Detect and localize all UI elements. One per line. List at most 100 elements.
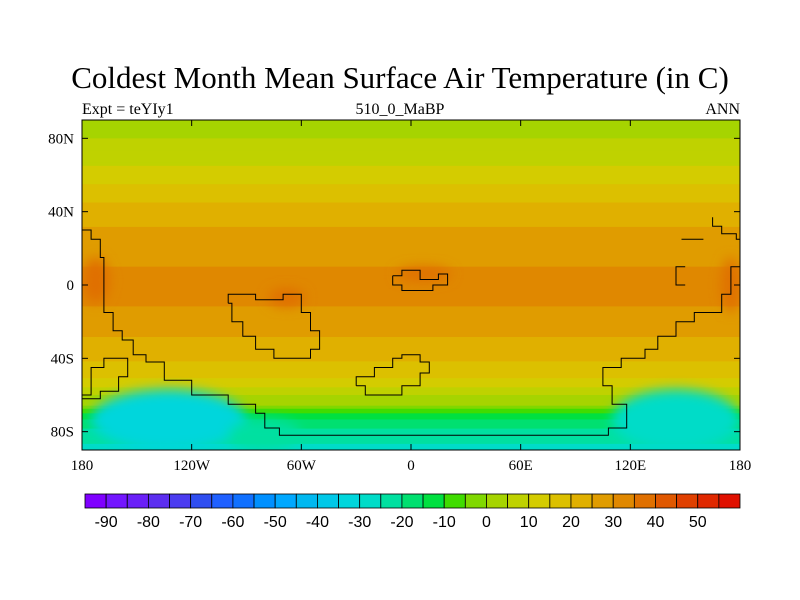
temperature-band <box>82 288 740 292</box>
x-tick-label: 120W <box>173 458 211 474</box>
temperature-band <box>82 199 740 204</box>
temperature-band <box>82 396 740 399</box>
temperature-band <box>82 373 740 378</box>
warm-anomaly <box>82 257 110 304</box>
temperature-band <box>82 168 740 173</box>
colorbar-swatch <box>633 493 656 509</box>
temperature-band <box>82 381 740 384</box>
temperature-band <box>82 352 740 356</box>
temperature-band <box>82 291 740 295</box>
temperature-band <box>82 330 740 335</box>
temperature-band <box>82 278 740 283</box>
colorbar-label: -80 <box>137 514 160 531</box>
colorbar-swatch <box>274 493 297 509</box>
colorbar-swatch <box>570 493 593 509</box>
colorbar-label: 10 <box>520 514 538 531</box>
cold-anomaly <box>228 418 302 450</box>
temperature-band <box>82 402 740 405</box>
coastline <box>392 269 449 291</box>
colorbar-swatch <box>359 493 382 509</box>
colorbar-swatch <box>126 493 149 509</box>
temperature-band <box>82 340 740 344</box>
x-tick-label: 180 <box>729 458 752 474</box>
temperature-band <box>82 257 740 262</box>
x-tick-label: 180 <box>71 458 94 474</box>
temperature-band <box>82 303 740 307</box>
temperature-band <box>82 367 740 372</box>
temperature-band <box>82 312 740 317</box>
temperature-band <box>82 248 740 252</box>
colorbar-swatch <box>169 493 192 509</box>
coastline <box>712 217 740 240</box>
temperature-band <box>82 401 740 404</box>
temperature-band <box>82 126 740 130</box>
temperature-band <box>82 129 740 133</box>
coastline <box>675 266 686 286</box>
colorbar-label: -90 <box>95 514 118 531</box>
colorbar-swatch <box>486 493 508 509</box>
x-tick-label: 120E <box>614 458 646 474</box>
colorbar-label: -50 <box>264 514 287 531</box>
cold-anomaly <box>91 389 247 450</box>
temperature-band <box>82 327 740 332</box>
temperature-band <box>82 294 740 298</box>
temperature-band <box>82 333 740 338</box>
experiment-label: Expt = teYIy1 <box>82 101 174 118</box>
temperature-band <box>82 408 740 411</box>
temperature-band <box>82 132 740 136</box>
temperature-band <box>82 410 740 413</box>
temperature-band <box>82 395 740 398</box>
colorbar-swatch <box>718 493 741 509</box>
colorbar-swatch <box>528 493 551 509</box>
temperature-band <box>82 324 740 329</box>
temperature-band <box>82 437 740 442</box>
colorbar-swatch <box>105 493 128 509</box>
colorbar-label: -40 <box>306 514 329 531</box>
colorbar-label: -30 <box>348 514 371 531</box>
axes: 180 120W 60W 0 60E 120E 180 80N 40N 0 40S 80S <box>48 120 751 474</box>
temperature-band <box>82 405 740 408</box>
temperature-band <box>82 306 740 311</box>
temperature-band <box>82 175 740 179</box>
x-tick-label: 0 <box>407 458 415 474</box>
temperature-band <box>82 361 740 366</box>
temperature-band <box>82 220 740 225</box>
temperature-band <box>82 390 740 393</box>
temperature-band <box>82 398 740 401</box>
colorbar-label: -60 <box>221 514 244 531</box>
y-tick-label: 80N <box>48 131 74 147</box>
temperature-band <box>82 165 740 170</box>
colorbar-swatch <box>422 493 445 509</box>
temperature-band <box>82 153 740 158</box>
warm-anomaly <box>268 288 305 308</box>
temperature-band <box>82 156 740 161</box>
colorbar-swatch <box>295 493 318 509</box>
temperature-band <box>82 391 740 395</box>
colorbar-label: -70 <box>179 514 202 531</box>
temperature-band <box>82 281 740 286</box>
temperature-band <box>82 190 740 194</box>
temperature-band <box>82 171 740 176</box>
coastline <box>355 354 430 396</box>
temperature-band <box>82 236 740 240</box>
temperature-band <box>82 440 740 445</box>
temperature-band <box>82 193 740 197</box>
y-tick-label: 80S <box>51 425 74 441</box>
temperature-band <box>82 138 740 142</box>
x-tick-label: 60E <box>509 458 533 474</box>
temperature-band <box>82 223 740 228</box>
coastline <box>82 357 129 400</box>
temperature-band <box>82 346 740 350</box>
colorbar-label: -10 <box>433 514 456 531</box>
temperature-band <box>82 159 740 164</box>
colorbar-swatch <box>232 493 255 509</box>
y-tick-label: 40S <box>51 351 74 367</box>
y-tick-label: 40N <box>48 205 74 221</box>
temperature-band <box>82 230 740 234</box>
temperature-band <box>82 141 740 146</box>
colorbar-swatch <box>676 493 699 509</box>
temperature-band <box>82 434 740 439</box>
temperature-band <box>82 181 740 185</box>
temperature-band <box>82 370 740 375</box>
colorbar-swatch <box>655 493 678 509</box>
